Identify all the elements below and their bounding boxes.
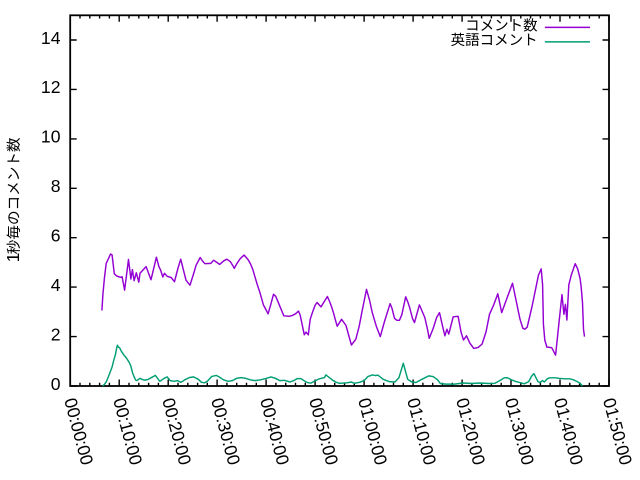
svg-text:6: 6 (51, 226, 61, 246)
svg-text:12: 12 (41, 77, 61, 97)
svg-text:14: 14 (41, 28, 61, 48)
svg-text:1: 1 (3, 253, 23, 263)
svg-text:4: 4 (51, 275, 61, 295)
svg-text:8: 8 (51, 176, 61, 196)
svg-text:10: 10 (41, 127, 61, 147)
svg-text:2: 2 (51, 324, 61, 344)
svg-text:0: 0 (51, 374, 61, 394)
